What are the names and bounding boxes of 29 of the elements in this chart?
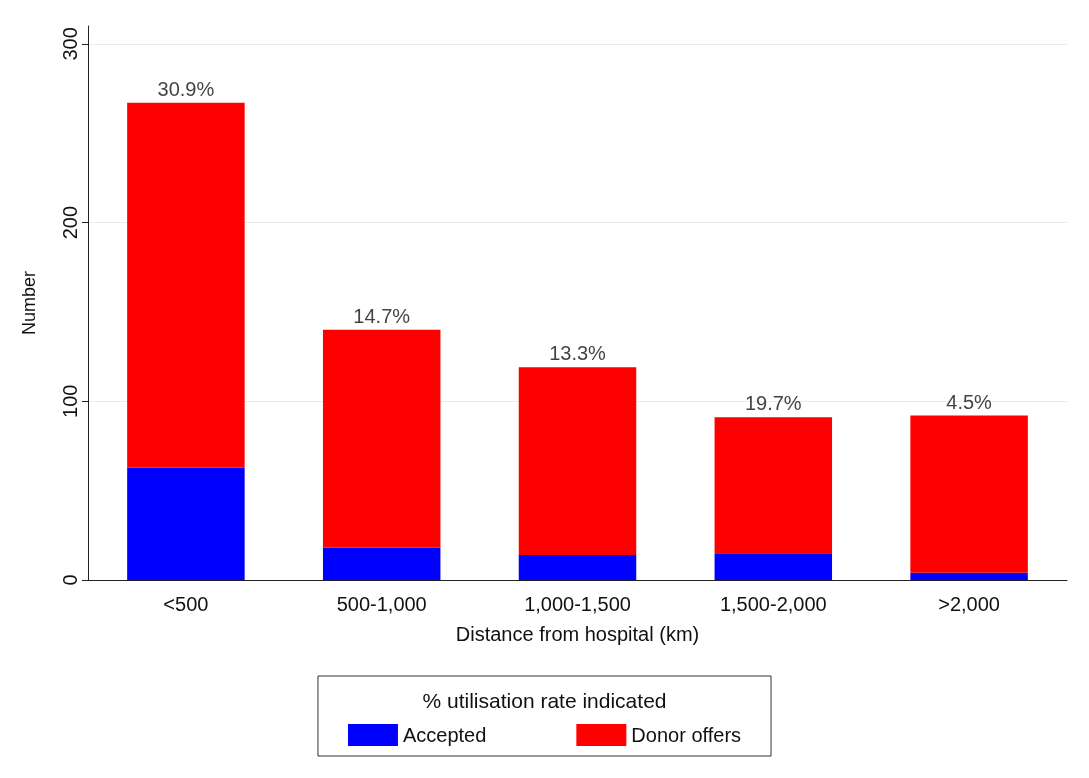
annotation: 4.5% — [946, 390, 993, 413]
annotation: 19.7% — [744, 392, 802, 415]
bar — [322, 547, 441, 580]
bar — [910, 572, 1028, 580]
x-tick-label: 500-1,000 — [336, 593, 427, 615]
y-tick-label: 100 — [59, 384, 81, 418]
bar — [714, 417, 833, 554]
annotation: 14.7% — [353, 304, 411, 327]
bar — [910, 415, 1028, 573]
y-tick-label: 300 — [59, 27, 81, 61]
bar — [322, 329, 441, 548]
y-tick-label: 200 — [59, 205, 81, 240]
x-tick-label: <500 — [163, 593, 209, 615]
bar — [127, 467, 245, 580]
y-tick-label: 0 — [59, 574, 81, 586]
legend-label: Donor offers — [631, 724, 742, 746]
legend-title: % utilisation rate indicated — [422, 689, 667, 712]
x-tick-label: 1,500-2,000 — [719, 593, 827, 615]
x-tick-label: >2,000 — [938, 593, 1000, 615]
bar — [714, 553, 833, 580]
x-axis-title: Distance from hospital (km) — [455, 623, 700, 645]
annotation: 30.9% — [157, 77, 215, 100]
y-axis-title: Number — [19, 270, 39, 336]
bar — [518, 367, 637, 555]
bar — [518, 554, 637, 580]
x-tick-label: 1,000-1,500 — [524, 593, 631, 615]
bar — [127, 102, 245, 468]
annotation: 13.3% — [549, 342, 607, 365]
legend-label: Accepted — [402, 724, 487, 746]
